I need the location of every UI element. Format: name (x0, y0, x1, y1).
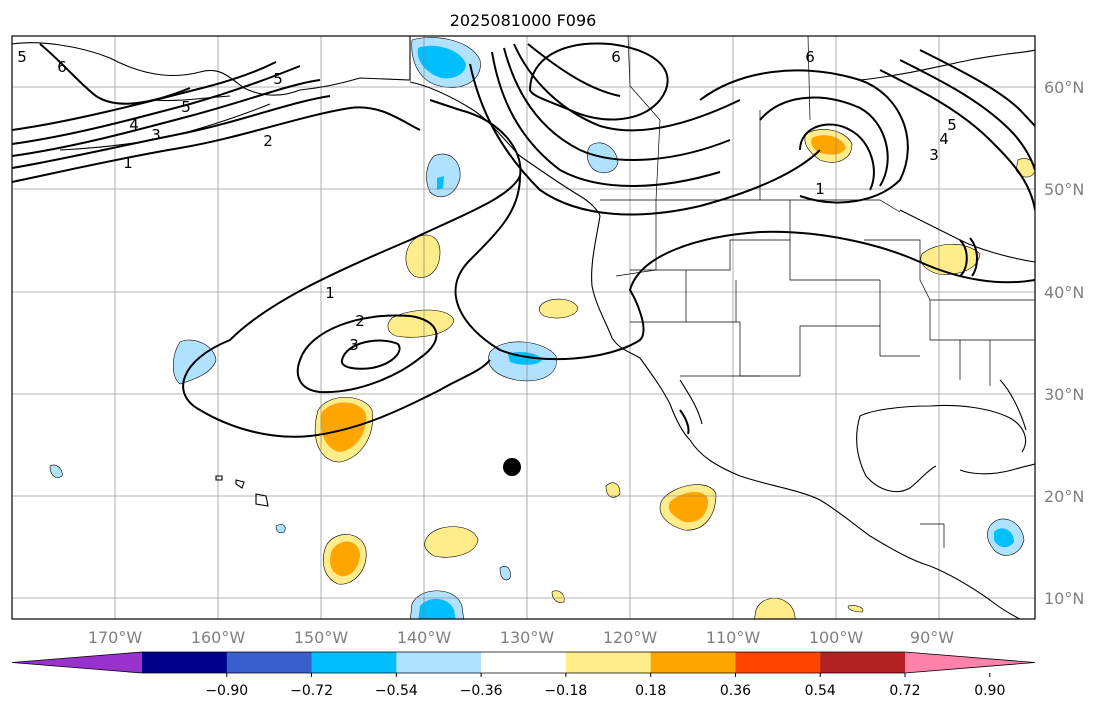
location-marker (503, 458, 521, 476)
contour-labels: 1 2 3 4 5 6 1 2 3 1 3 4 5 6 6 5 5 (17, 48, 957, 354)
lon-tick-label: 90°W (910, 628, 954, 647)
colorbar-bin (481, 652, 567, 673)
contour-lines (12, 42, 1035, 438)
anomaly-patch-positive (754, 597, 796, 619)
colorbar-extend-min (12, 652, 142, 673)
anomaly-patch-negative (275, 524, 286, 534)
lon-tick-label: 110°W (706, 628, 761, 647)
gridlines (12, 36, 1035, 619)
contour-label: 5 (181, 98, 191, 116)
colorbar-tick-label: 0.72 (889, 683, 920, 699)
colorbar-outline (11, 651, 1036, 674)
anomaly-patch-positive (424, 526, 479, 558)
colorbar-bin (565, 652, 652, 673)
lat-tick-label: 30°N (1044, 385, 1084, 404)
anomaly-patch-positive (605, 482, 621, 498)
colorbar-tick-label: 0.36 (720, 683, 751, 699)
anomaly-patch-negative (418, 599, 456, 619)
colorbar-tick-label: 0.90 (974, 683, 1005, 699)
contour-label: 5 (273, 70, 283, 88)
map-title: 2025081000 F096 (450, 11, 597, 30)
lon-tick-label: 120°W (603, 628, 658, 647)
contour-label: 5 (947, 116, 957, 134)
colorbar-tick-label: −0.72 (290, 683, 333, 699)
contour-label: 5 (17, 48, 27, 66)
colorbar-bin (226, 652, 313, 673)
colorbar-bin (650, 652, 736, 673)
contour-label: 1 (123, 154, 133, 172)
lat-tick-label: 40°N (1044, 283, 1084, 302)
contour-label: 2 (263, 132, 273, 150)
colorbar-tick-label: −0.90 (205, 683, 248, 699)
contour-label: 4 (939, 130, 949, 148)
anomaly-patch-positive (320, 402, 367, 452)
contour-label: 1 (815, 180, 825, 198)
contour-label: 4 (129, 116, 139, 134)
colorbar-extend-max (905, 652, 1035, 673)
anomaly-patch-negative (426, 153, 461, 198)
anomaly-patch-negative (994, 528, 1014, 548)
anomaly-patch-positive (668, 491, 708, 523)
colorbar-tick-label: −0.18 (544, 683, 587, 699)
colorbar-bin (311, 652, 397, 673)
lon-tick-label: 130°W (500, 628, 555, 647)
colorbar-bin (735, 652, 821, 673)
lon-tick-label: 100°W (809, 628, 864, 647)
map-frame (11, 35, 1036, 620)
lat-tick-label: 20°N (1044, 487, 1084, 506)
lat-tick-label: 50°N (1044, 180, 1084, 199)
anomaly-patch-positive (405, 234, 441, 278)
anomaly-patch-negative (499, 566, 511, 581)
anomaly-patch-positive (811, 135, 846, 155)
colorbar-tick-label: 0.18 (635, 683, 666, 699)
coastlines (12, 36, 1035, 619)
contour-label: 3 (349, 336, 359, 354)
anomaly-patch-positive (847, 605, 864, 613)
lat-tick-label: 10°N (1044, 589, 1084, 608)
colorbar-bin (396, 652, 482, 673)
colorbar-tick-label: −0.36 (460, 683, 503, 699)
anomaly-patch-negative (417, 45, 466, 79)
latitude-axis: 60°N 50°N 40°N 30°N 20°N 10°N (1044, 78, 1084, 608)
colorbar-bin (142, 652, 228, 673)
colorbar-bin (820, 652, 906, 673)
contour-label: 2 (355, 312, 365, 330)
colorbar-tick-label: −0.54 (375, 683, 418, 699)
lon-tick-label: 140°W (397, 628, 452, 647)
contour-label: 3 (151, 126, 161, 144)
contour-label: 6 (57, 58, 67, 76)
lon-tick-label: 150°W (294, 628, 349, 647)
contour-label: 1 (325, 284, 335, 302)
lat-tick-label: 60°N (1044, 78, 1084, 97)
anomaly-patch-negative (437, 176, 444, 190)
political-borders (600, 36, 1035, 548)
longitude-axis: 170°W 160°W 150°W 140°W 130°W 120°W 110°… (88, 628, 954, 647)
lon-tick-label: 160°W (191, 628, 246, 647)
anomaly-patch-negative (49, 464, 63, 478)
contour-label: 3 (929, 146, 939, 164)
colorbar: −0.90 −0.72 −0.54 −0.36 −0.18 0.18 0.36 0.54 0.7… (11, 651, 1036, 699)
anomaly-patch-positive (538, 298, 579, 319)
anomaly-patch-positive (330, 541, 360, 577)
contour-label: 6 (805, 48, 815, 66)
contour-label: 6 (611, 48, 621, 66)
lon-tick-label: 170°W (88, 628, 143, 647)
colorbar-tick-label: 0.54 (805, 683, 836, 699)
